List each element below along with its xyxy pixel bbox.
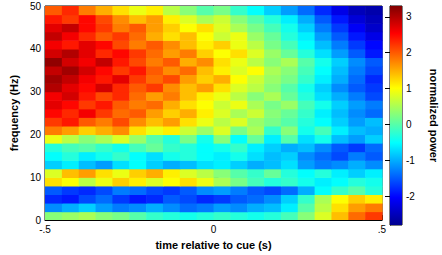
svg-text:frequency (Hz): frequency (Hz): [8, 75, 20, 152]
svg-text:time relative to cue (s): time relative to cue (s): [155, 239, 271, 251]
svg-text:0: 0: [406, 119, 412, 130]
svg-text:0: 0: [35, 214, 41, 226]
svg-text:2: 2: [406, 47, 412, 58]
svg-text:-.5: -.5: [39, 224, 51, 235]
svg-text:40: 40: [30, 43, 42, 54]
svg-text:.5: .5: [378, 224, 387, 235]
svg-text:1: 1: [406, 83, 412, 94]
svg-text:3: 3: [406, 11, 412, 22]
svg-text:20: 20: [30, 129, 42, 140]
svg-text:normalized power: normalized power: [428, 69, 440, 163]
svg-text:0: 0: [211, 224, 217, 235]
svg-text:50: 50: [30, 1, 42, 12]
svg-text:30: 30: [30, 86, 42, 97]
svg-text:-1: -1: [406, 155, 415, 166]
svg-text:10: 10: [30, 172, 42, 183]
svg-text:-2: -2: [406, 191, 415, 202]
